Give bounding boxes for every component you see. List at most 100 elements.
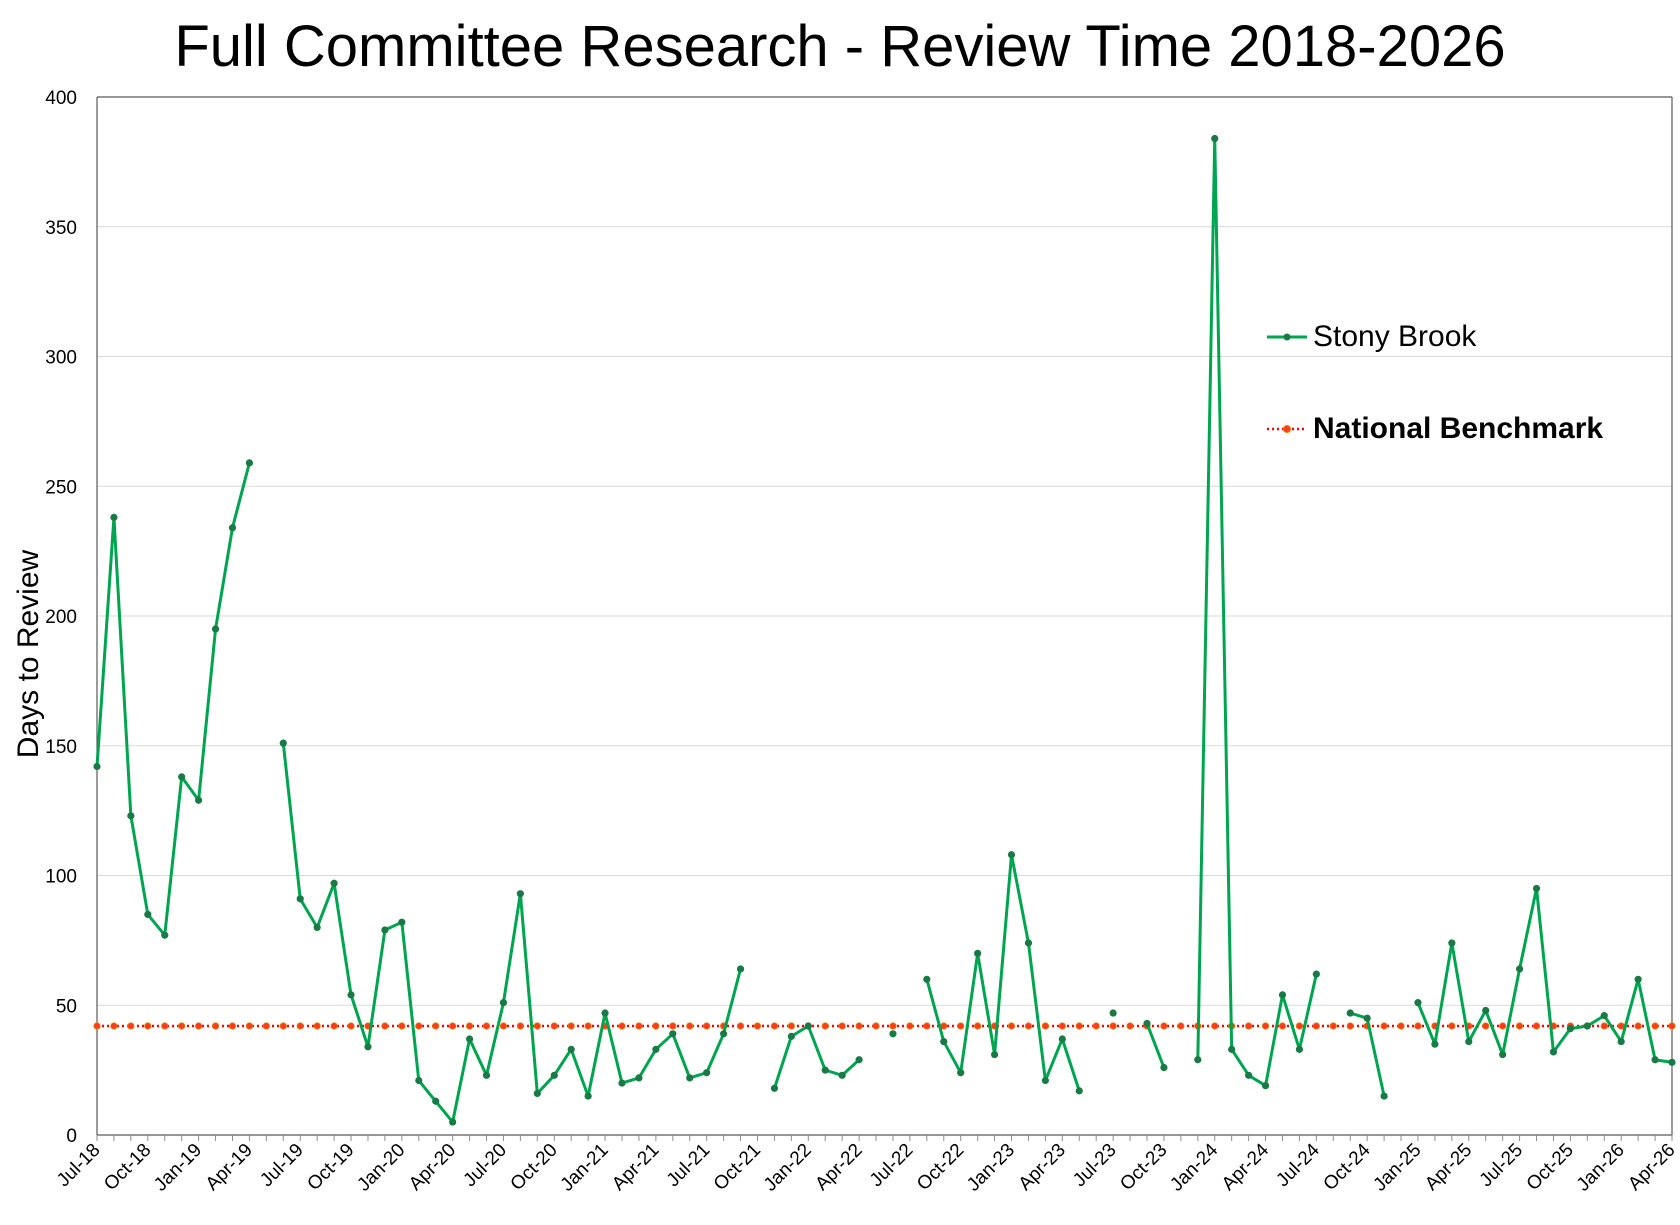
benchmark-point xyxy=(618,1022,626,1030)
data-point xyxy=(1041,1076,1049,1085)
data-point xyxy=(1346,1009,1354,1017)
x-tick-label: Jul-19 xyxy=(256,1140,307,1191)
benchmark-point xyxy=(1245,1022,1253,1030)
benchmark-point xyxy=(974,1022,982,1030)
x-tick-label: Apr-19 xyxy=(202,1140,257,1195)
benchmark-point xyxy=(1397,1022,1405,1030)
x-tick-label: Jul-25 xyxy=(1476,1140,1527,1191)
axes xyxy=(96,96,1673,1141)
benchmark-point xyxy=(465,1022,474,1030)
benchmark-point xyxy=(1634,1022,1642,1030)
data-point xyxy=(1668,1058,1676,1066)
benchmark-point xyxy=(584,1022,592,1030)
benchmark-point xyxy=(703,1022,711,1030)
x-tick-label: Oct-19 xyxy=(303,1140,358,1195)
data-point xyxy=(533,1089,541,1098)
benchmark-point xyxy=(923,1022,931,1030)
data-point xyxy=(1549,1048,1558,1056)
x-tick-label: Jan-21 xyxy=(557,1140,613,1196)
data-point xyxy=(211,625,220,633)
y-tick-label: 200 xyxy=(45,607,77,628)
benchmark-point xyxy=(279,1022,287,1030)
data-point xyxy=(1109,1009,1117,1017)
data-point xyxy=(432,1097,440,1105)
series-line-segment xyxy=(772,1024,861,1089)
data-point xyxy=(618,1079,626,1087)
data-point xyxy=(1312,970,1320,978)
data-point xyxy=(1515,965,1524,973)
benchmark-point xyxy=(1278,1022,1287,1030)
data-point xyxy=(601,1009,609,1017)
data-point xyxy=(1532,884,1541,893)
benchmark-point xyxy=(228,1022,237,1030)
benchmark-point xyxy=(1482,1022,1490,1030)
legend-item-stony-brook: Stony Brook xyxy=(1265,320,1476,354)
x-tick-label: Apr-25 xyxy=(1421,1140,1476,1195)
data-point xyxy=(550,1071,558,1079)
data-point xyxy=(279,739,287,747)
data-point xyxy=(144,910,152,919)
data-point xyxy=(787,1032,795,1040)
benchmark-point xyxy=(415,1022,423,1030)
data-point xyxy=(364,1043,372,1051)
benchmark-point xyxy=(533,1022,541,1030)
data-point xyxy=(703,1069,711,1077)
legend-label-national-benchmark: National Benchmark xyxy=(1313,412,1604,445)
benchmark-point xyxy=(1160,1022,1168,1030)
benchmark-point xyxy=(1668,1022,1676,1030)
benchmark-point xyxy=(686,1022,694,1030)
x-tick-label: Jul-24 xyxy=(1272,1139,1324,1191)
x-tick-label: Jul-20 xyxy=(460,1140,511,1191)
benchmark-point xyxy=(753,1022,762,1030)
series-line-segment xyxy=(1196,137,1318,1088)
x-tick-label: Jan-25 xyxy=(1370,1140,1426,1196)
data-point xyxy=(686,1074,694,1082)
data-point xyxy=(1295,1045,1304,1053)
x-tick-label: Jan-19 xyxy=(150,1140,206,1196)
benchmark-point xyxy=(957,1022,965,1030)
benchmark-point xyxy=(736,1022,745,1030)
data-point xyxy=(1278,991,1287,999)
benchmark-point xyxy=(1600,1022,1608,1030)
data-point xyxy=(1651,1056,1659,1064)
x-tick-label: Oct-21 xyxy=(710,1140,765,1195)
data-point xyxy=(482,1071,491,1079)
data-point xyxy=(770,1084,779,1092)
benchmark-point xyxy=(1211,1022,1219,1030)
x-tick-label: Apr-22 xyxy=(811,1140,866,1195)
benchmark-point xyxy=(211,1022,220,1030)
data-point xyxy=(855,1056,863,1064)
data-point xyxy=(110,513,118,521)
benchmark-point xyxy=(93,1022,101,1030)
benchmark-point xyxy=(110,1022,118,1030)
x-tick-label: Oct-25 xyxy=(1523,1140,1578,1195)
data-point xyxy=(821,1066,829,1074)
benchmark-point xyxy=(1312,1022,1320,1030)
data-point xyxy=(499,999,508,1007)
benchmark-point xyxy=(1651,1022,1659,1030)
benchmark-point xyxy=(313,1022,321,1030)
data-point xyxy=(923,975,931,983)
benchmark-point xyxy=(161,1022,169,1030)
benchmark-point xyxy=(567,1022,575,1030)
benchmark-point xyxy=(449,1022,457,1030)
benchmark-point xyxy=(195,1022,203,1030)
data-point xyxy=(1380,1092,1388,1100)
benchmark-point xyxy=(550,1022,558,1030)
data-point xyxy=(347,991,355,999)
benchmark-point xyxy=(1126,1022,1134,1030)
x-tick-label: Jul-22 xyxy=(866,1140,917,1191)
benchmark-point xyxy=(1075,1022,1083,1030)
data-point xyxy=(228,524,237,532)
benchmark-point xyxy=(1007,1022,1016,1030)
benchmark-point xyxy=(330,1022,338,1030)
benchmark-point xyxy=(1414,1022,1422,1030)
data-point xyxy=(1245,1071,1253,1079)
benchmark-point xyxy=(855,1022,863,1030)
y-tick-label: 250 xyxy=(45,477,77,498)
x-tick-label: Jan-23 xyxy=(963,1140,1019,1196)
benchmark-point xyxy=(1109,1022,1117,1030)
benchmark-point xyxy=(296,1022,304,1030)
data-point xyxy=(669,1030,677,1038)
data-point xyxy=(449,1118,457,1126)
